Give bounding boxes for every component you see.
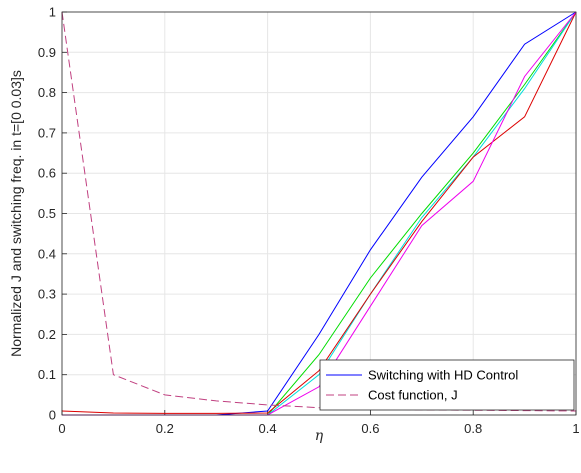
x-tick-label: 0.2 — [156, 421, 174, 436]
y-tick-label: 0.8 — [38, 85, 56, 100]
y-tick-label: 0.7 — [38, 125, 56, 140]
legend-label-0: Switching with HD Control — [368, 368, 518, 383]
x-axis-label: η — [315, 428, 324, 444]
legend-label-1: Cost function, J — [368, 388, 458, 403]
legend-box — [319, 359, 575, 411]
y-tick-label: 1 — [49, 5, 56, 20]
grid — [61, 11, 577, 416]
y-ticks: 0 0.1 0.2 0.3 0.4 0.5 0.6 0.7 0.8 0.9 1 — [38, 5, 67, 423]
x-tick-label: 0.6 — [361, 421, 379, 436]
y-tick-label: 0.1 — [38, 367, 56, 382]
y-tick-label: 0 — [49, 408, 56, 423]
x-tick-label: 1 — [572, 421, 579, 436]
x-ticks: 0 0.2 0.4 0.6 0.8 1 — [58, 410, 580, 436]
x-tick-label: 0 — [58, 421, 65, 436]
plot-frame — [61, 11, 577, 416]
x-tick-label: 0.8 — [464, 421, 482, 436]
y-tick-label: 0.4 — [38, 246, 56, 261]
y-tick-label: 0.6 — [38, 166, 56, 181]
legend: Switching with HD Control Cost function, … — [319, 359, 575, 411]
y-tick-label: 0.9 — [38, 45, 56, 60]
series-line-3 — [61, 11, 577, 414]
y-tick-label: 0.5 — [38, 206, 56, 221]
y-tick-label: 0.3 — [38, 287, 56, 302]
y-axis-label: Normalized J and switching freq. in t=[0… — [8, 70, 24, 357]
x-tick-label: 0.4 — [259, 421, 277, 436]
y-tick-label: 0.2 — [38, 327, 56, 342]
